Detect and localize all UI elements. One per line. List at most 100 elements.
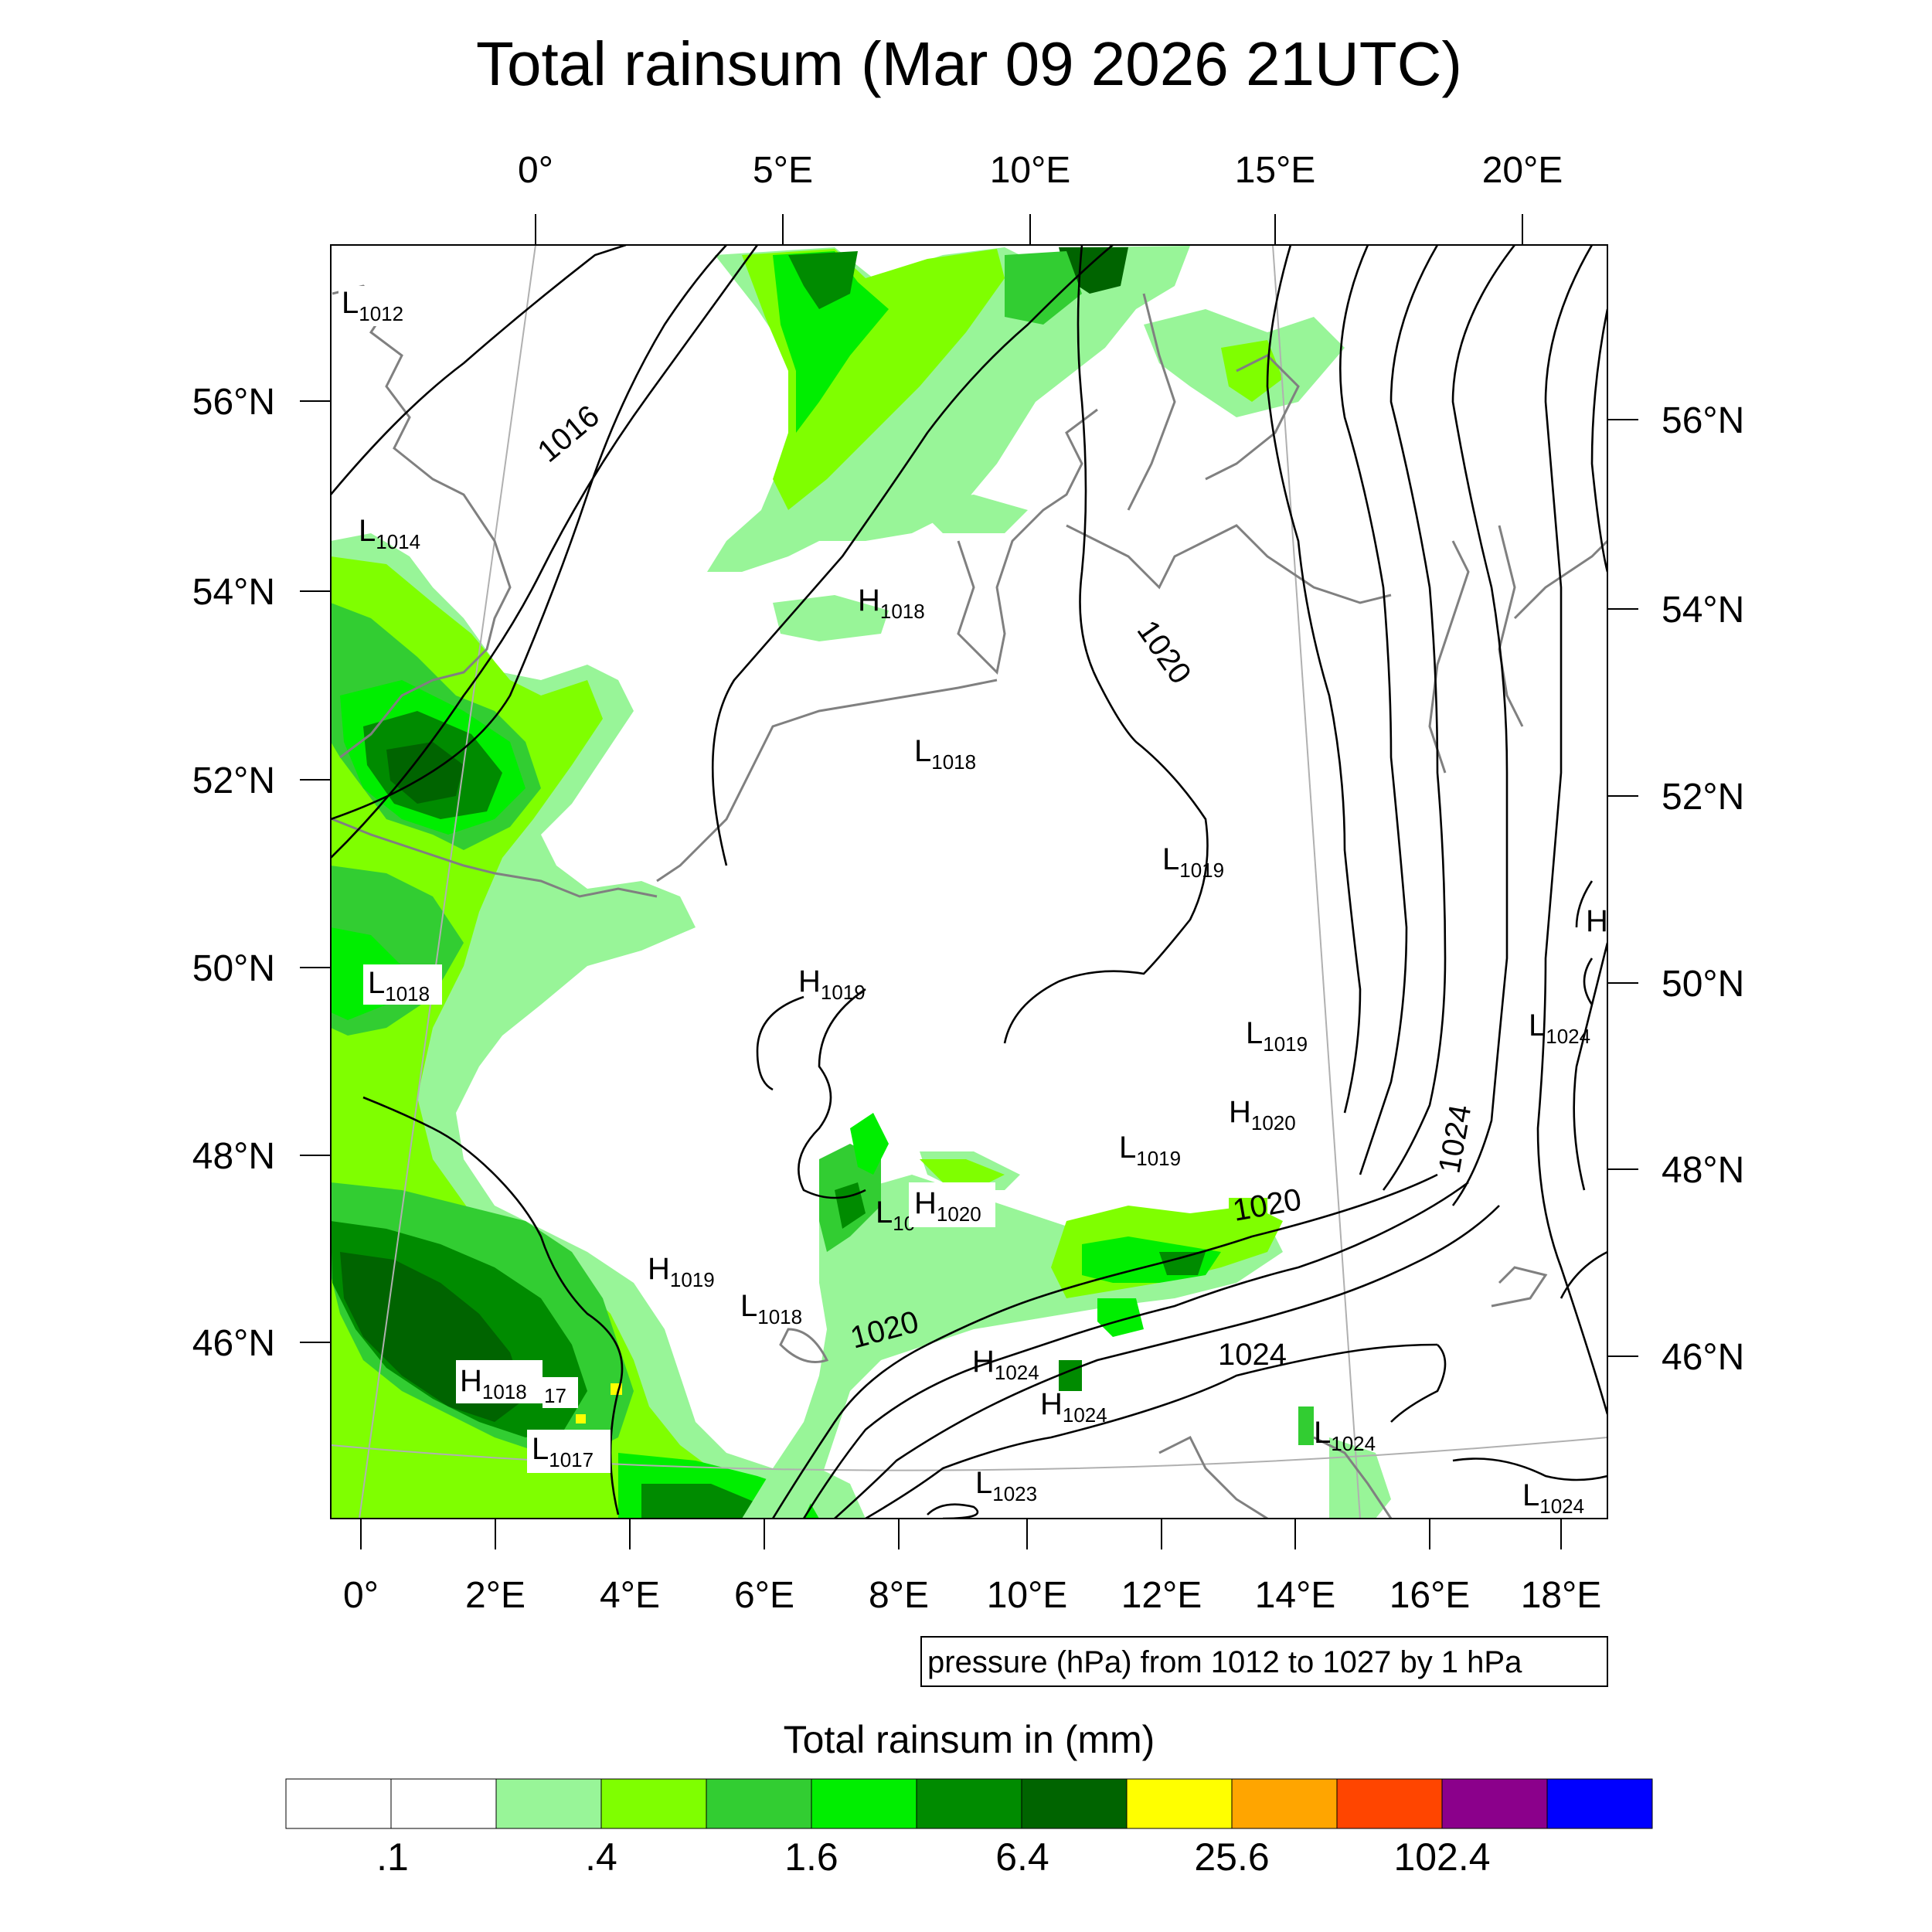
color-legend: Total rainsum in (mm) .1 .4 1.6 6.4 25.6… xyxy=(285,1718,1653,1879)
svg-text:H1019: H1019 xyxy=(648,1252,715,1291)
svg-text:L1012: L1012 xyxy=(342,286,403,325)
lon-label-bottom: 4°E xyxy=(600,1575,660,1616)
lon-label-top: 15°E xyxy=(1235,150,1316,191)
pressure-center: L1012 xyxy=(338,286,416,326)
svg-text:H1018: H1018 xyxy=(460,1364,527,1403)
legend-color-box xyxy=(811,1778,917,1829)
legend-color-box xyxy=(1441,1778,1548,1829)
legend-color-box xyxy=(1546,1778,1653,1829)
legend-label: .1 xyxy=(376,1835,409,1879)
lat-label-right: 46°N xyxy=(1662,1337,1744,1378)
svg-text:H1018: H1018 xyxy=(858,583,925,623)
legend-color-boxes xyxy=(285,1778,1653,1829)
pressure-center: L1024 xyxy=(1522,1478,1584,1518)
pressure-center: H1018 xyxy=(456,1360,543,1403)
pressure-center: H xyxy=(1586,904,1608,938)
pressure-center: L1014 xyxy=(359,514,420,553)
pressure-center: L1019 xyxy=(1119,1131,1181,1170)
legend-labels: .1 .4 1.6 6.4 25.6 102.4 xyxy=(376,1835,1490,1879)
pressure-center: L1023 xyxy=(975,1466,1037,1505)
svg-text:H: H xyxy=(1586,904,1608,938)
isobar-label: 1024 xyxy=(1218,1338,1287,1372)
lat-label-right: 54°N xyxy=(1662,590,1744,631)
svg-text:H1020: H1020 xyxy=(914,1186,981,1226)
lon-label-bottom: 18°E xyxy=(1521,1575,1602,1616)
lat-label-left: 56°N xyxy=(192,382,275,423)
contour-info-text: pressure (hPa) from 1012 to 1027 by 1 hP… xyxy=(927,1645,1522,1679)
pressure-center: H1020 xyxy=(1229,1095,1296,1134)
lon-label-bottom: 16°E xyxy=(1389,1575,1471,1616)
pressure-center: L1018 xyxy=(363,964,442,1005)
lat-label-left: 46°N xyxy=(192,1323,275,1364)
lat-label-left: 54°N xyxy=(192,572,275,613)
svg-text:17: 17 xyxy=(544,1384,566,1407)
pressure-center: H1024 xyxy=(1040,1387,1107,1427)
legend-label: 6.4 xyxy=(995,1835,1049,1879)
legend-color-box xyxy=(1126,1778,1233,1829)
pressure-center: L1017 xyxy=(527,1430,611,1473)
pressure-center: L1018 xyxy=(740,1289,802,1328)
legend-label: 25.6 xyxy=(1194,1835,1269,1879)
legend-color-box xyxy=(706,1778,812,1829)
coastlines xyxy=(332,284,1607,1519)
lon-label-bottom: 0° xyxy=(343,1575,379,1616)
svg-text:L1017: L1017 xyxy=(532,1432,594,1471)
bottom-longitude-axis: 0° 2°E 4°E 6°E 8°E 10°E 12°E 14°E 16°E 1… xyxy=(343,1519,1601,1616)
svg-text:L1019: L1019 xyxy=(1119,1131,1181,1170)
partial-pressure-label: 17 xyxy=(543,1377,578,1408)
pressure-center: L1019 xyxy=(1246,1016,1308,1056)
isobar-lines xyxy=(331,245,1607,1519)
legend-color-box xyxy=(600,1778,707,1829)
svg-text:L1024: L1024 xyxy=(1522,1478,1584,1518)
graticule xyxy=(331,245,1607,1519)
lon-label-bottom: 6°E xyxy=(734,1575,794,1616)
svg-text:L1019: L1019 xyxy=(1162,842,1224,882)
map-panel xyxy=(331,245,1607,1519)
pressure-center: L1024 xyxy=(1529,1009,1590,1048)
pressure-center: H1018 xyxy=(858,583,925,623)
svg-text:L1018: L1018 xyxy=(368,966,430,1005)
pressure-centers: L1012 L1014 H1018 L1018 L1019 L1018 H101… xyxy=(338,286,1608,1518)
pressure-center: L10 xyxy=(876,1196,915,1235)
svg-text:H1024: H1024 xyxy=(1040,1387,1107,1427)
lon-label-top: 5°E xyxy=(753,150,813,191)
svg-text:L1024: L1024 xyxy=(1529,1009,1590,1048)
lat-label-right: 48°N xyxy=(1662,1150,1744,1191)
svg-text:L1019: L1019 xyxy=(1246,1016,1308,1056)
legend-color-box xyxy=(495,1778,602,1829)
pressure-center: H1019 xyxy=(648,1252,715,1291)
pressure-center: L1018 xyxy=(914,734,976,774)
lat-label-right: 52°N xyxy=(1662,777,1744,818)
legend-label: 102.4 xyxy=(1393,1835,1490,1879)
lat-label-left: 48°N xyxy=(192,1136,275,1177)
svg-text:L1018: L1018 xyxy=(914,734,976,774)
svg-text:L1023: L1023 xyxy=(975,1466,1037,1505)
legend-color-box xyxy=(285,1778,392,1829)
lon-label-bottom: 8°E xyxy=(869,1575,929,1616)
svg-text:H1020: H1020 xyxy=(1229,1095,1296,1134)
pressure-center: H1019 xyxy=(798,964,866,1004)
lon-label-top: 20°E xyxy=(1482,150,1563,191)
map-frame xyxy=(330,244,1608,1519)
lon-label-bottom: 12°E xyxy=(1121,1575,1202,1616)
svg-text:L10: L10 xyxy=(876,1196,915,1235)
figure-title: Total rainsum (Mar 09 2026 21UTC) xyxy=(476,29,1462,98)
legend-color-box xyxy=(1336,1778,1443,1829)
legend-color-box xyxy=(916,1778,1022,1829)
svg-text:L1014: L1014 xyxy=(359,514,420,553)
pressure-center: H1020 xyxy=(909,1182,995,1227)
legend-label: 1.6 xyxy=(784,1835,838,1879)
lon-label-bottom: 14°E xyxy=(1255,1575,1336,1616)
legend-color-box xyxy=(1231,1778,1338,1829)
lat-label-left: 52°N xyxy=(192,760,275,801)
legend-label: .4 xyxy=(585,1835,617,1879)
svg-text:H1024: H1024 xyxy=(972,1345,1039,1384)
left-latitude-axis: 56°N 54°N 52°N 50°N 48°N 46°N xyxy=(192,382,331,1364)
lat-label-right: 50°N xyxy=(1662,964,1744,1005)
legend-color-box xyxy=(1021,1778,1128,1829)
pressure-center: H1024 xyxy=(972,1345,1039,1384)
svg-text:L1024: L1024 xyxy=(1314,1416,1376,1455)
svg-text:H1019: H1019 xyxy=(798,964,866,1004)
lon-label-bottom: 10°E xyxy=(987,1575,1068,1616)
lon-label-bottom: 2°E xyxy=(465,1575,526,1616)
